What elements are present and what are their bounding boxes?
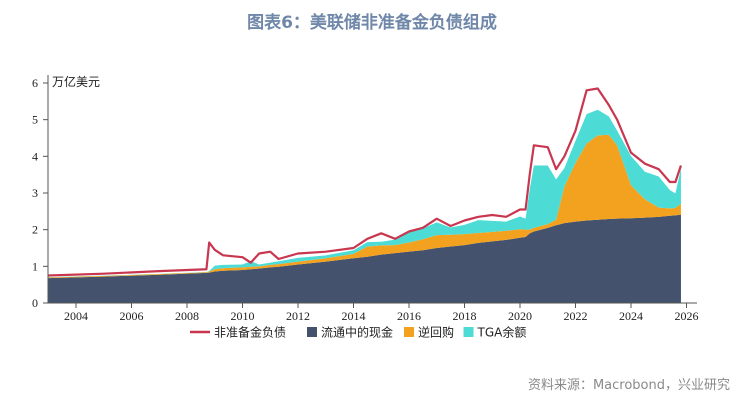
x-tick-label: 2020	[508, 309, 532, 323]
y-tick-label: 6	[32, 76, 38, 90]
y-tick-label: 1	[32, 259, 38, 273]
y-tick-label: 4	[32, 149, 38, 163]
legend-tga-label: TGA余额	[477, 325, 527, 340]
x-tick-label: 2004	[64, 309, 88, 323]
x-tick-label: 2014	[342, 309, 366, 323]
legend-tga-swatch	[463, 327, 474, 337]
source-note: 资料来源：Macrobond，兴业研究	[527, 378, 730, 393]
x-tick-label: 2006	[120, 309, 144, 323]
currency-area	[48, 214, 681, 303]
x-tick-label: 2018	[453, 309, 477, 323]
legend-currency-swatch	[307, 327, 317, 337]
legend-total-label: 非准备金负债	[214, 325, 286, 340]
legend-rrp-label: 逆回购	[418, 325, 454, 340]
legend-rrp-swatch	[404, 327, 414, 337]
y-tick-label: 2	[32, 223, 38, 237]
x-tick-label: 2026	[675, 309, 699, 323]
y-axis-unit-label: 万亿美元	[52, 74, 100, 89]
y-tick-label: 5	[32, 113, 38, 127]
x-tick-label: 2024	[619, 309, 643, 323]
y-tick-label: 0	[32, 296, 38, 310]
x-tick-label: 2008	[175, 309, 199, 323]
x-tick-label: 2022	[564, 309, 588, 323]
legend-currency-label: 流通中的现金	[321, 325, 393, 340]
x-tick-label: 2010	[231, 309, 255, 323]
total-liabilities-line	[48, 87, 682, 277]
rrp-area	[48, 134, 681, 279]
y-tick-label: 3	[32, 186, 38, 200]
x-tick-label: 2016	[397, 309, 421, 323]
tga-area	[48, 109, 681, 278]
x-tick-label: 2012	[286, 309, 310, 323]
chart-title: 图表6：美联储非准备金负债组成	[247, 13, 497, 33]
